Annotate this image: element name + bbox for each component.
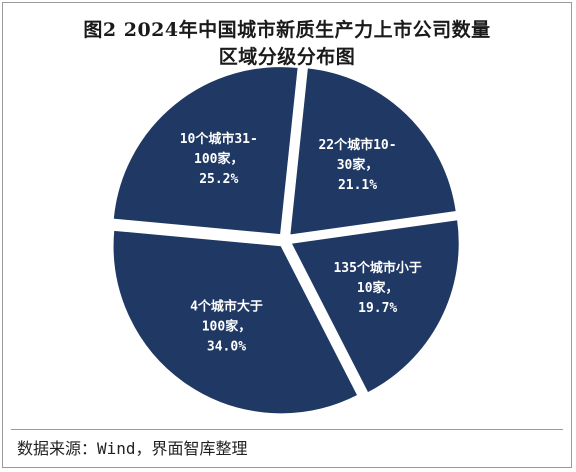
slice-label-line: 34.0% — [207, 340, 246, 355]
slice-label-line: 10个城市31- — [180, 131, 258, 147]
slice-label-line: 10家， — [357, 280, 399, 296]
slice-label-line: 22个城市10- — [318, 137, 396, 153]
slice-label-line: 4个城市大于 — [190, 299, 263, 315]
chart-title-line1: 图2 2024年中国城市新质生产力上市公司数量 — [83, 19, 491, 41]
pie-slice-10-30 — [289, 67, 457, 236]
pie-slice-31-100 — [112, 66, 299, 236]
slice-label-line: 25.2% — [199, 172, 238, 187]
slice-label-line: 21.1% — [338, 178, 377, 193]
slice-label-line: 135个城市小于 — [333, 260, 421, 276]
pie-slice-over-100 — [112, 229, 359, 415]
slice-label-line: 100家， — [202, 319, 251, 335]
pie-slice-under-10 — [290, 219, 460, 394]
footer-divider — [11, 429, 563, 430]
slice-label-31-100: 10个城市31- 100家， 25.2% — [180, 131, 258, 187]
slice-label-over-100: 4个城市大于 100家， 34.0% — [190, 299, 263, 355]
source-note: 数据来源：Wind，界面智库整理 — [17, 439, 248, 458]
slice-label-line: 19.7% — [358, 301, 397, 316]
figure-frame: 图2 2024年中国城市新质生产力上市公司数量 区域分级分布图 22个城市10-… — [2, 2, 572, 468]
slice-label-line: 30家， — [337, 157, 379, 173]
slice-label-10-30: 22个城市10- 30家， 21.1% — [318, 137, 396, 193]
chart-title-line2: 区域分级分布图 — [218, 46, 356, 68]
slice-label-under-10: 135个城市小于 10家， 19.7% — [333, 260, 421, 316]
slice-label-line: 100家， — [194, 151, 243, 167]
pie-chart: 22个城市10- 30家， 21.1% 135个城市小于 10家， 19.7% 4个城市大于… — [112, 66, 460, 415]
